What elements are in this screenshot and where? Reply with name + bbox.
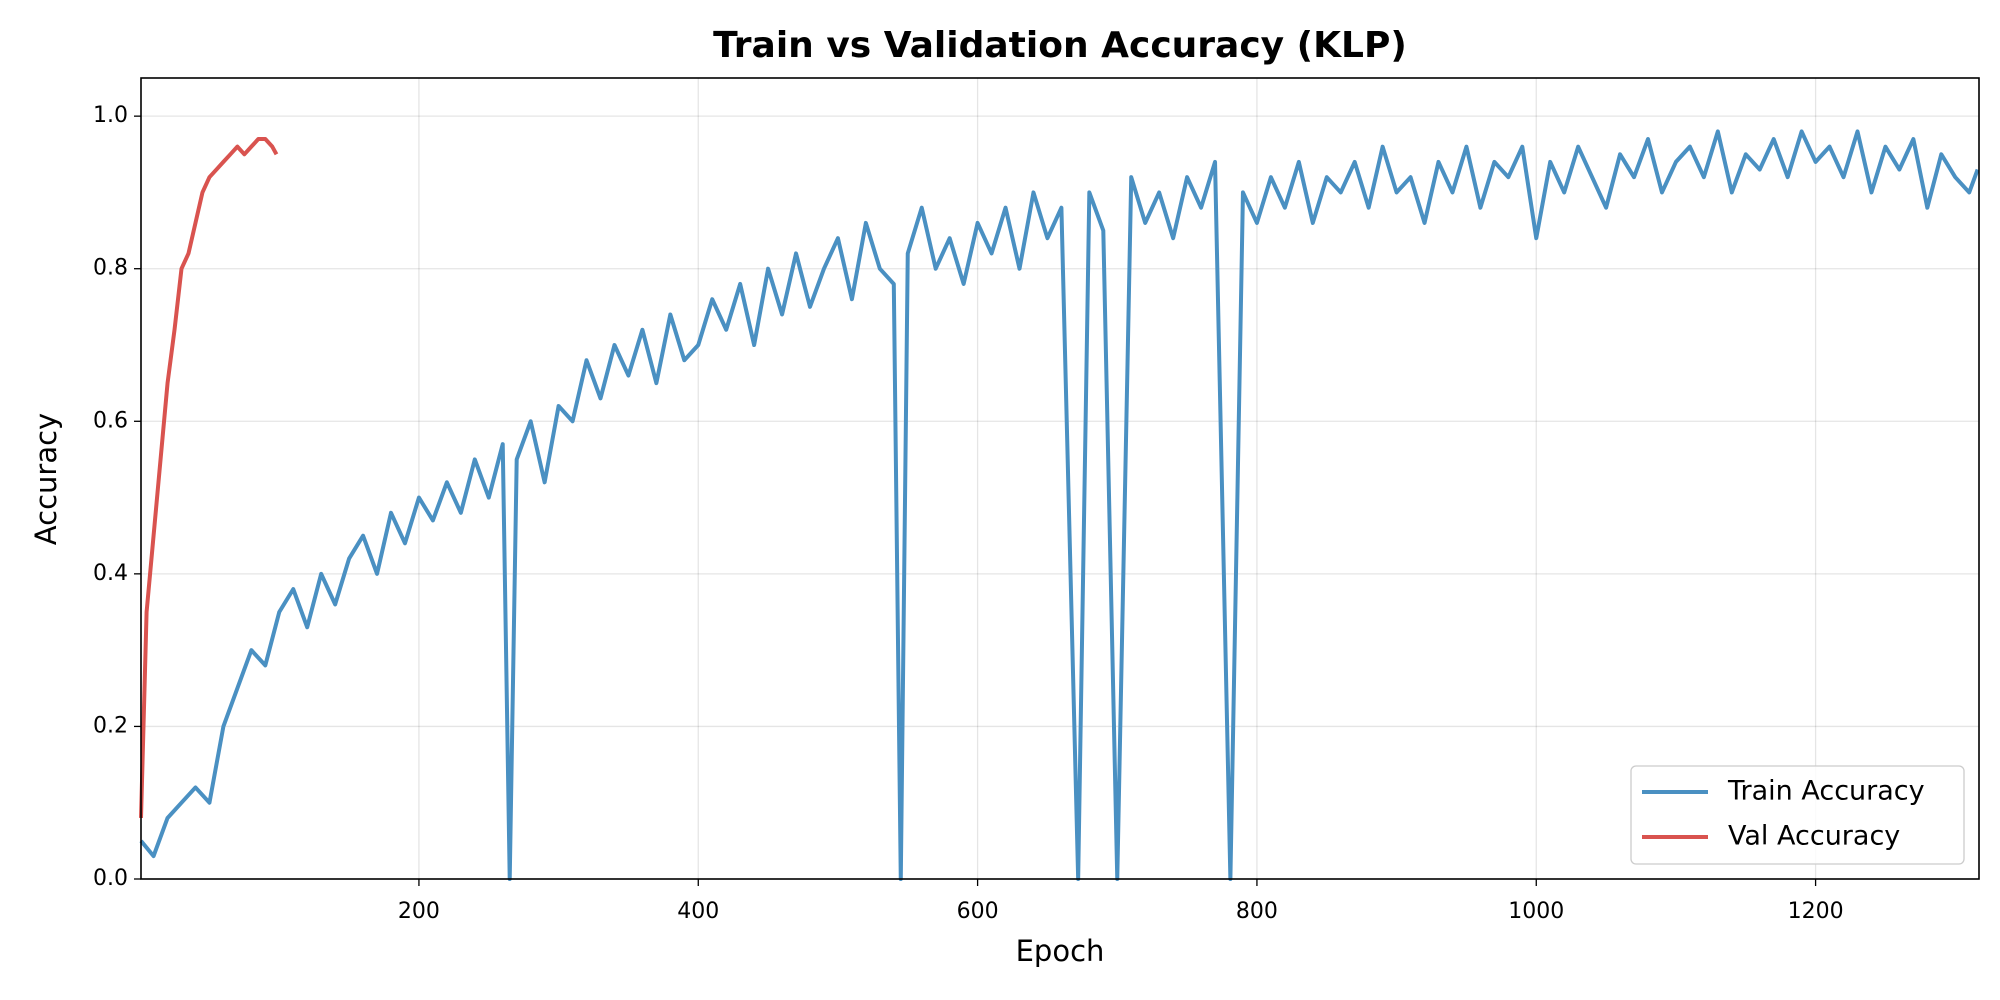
y-tick-label: 0.2 bbox=[93, 713, 128, 738]
data-line bbox=[139, 137, 279, 819]
legend-label: Train Accuracy bbox=[1727, 776, 1925, 807]
x-tick-label: 600 bbox=[957, 899, 999, 924]
legend: Train Accuracy Val Accuracy bbox=[1630, 765, 1965, 865]
legend-label: Val Accuracy bbox=[1728, 821, 1900, 852]
x-tick-label: 200 bbox=[398, 899, 440, 924]
x-tick-label: 1200 bbox=[1788, 899, 1844, 924]
y-axis-label: Accuracy bbox=[29, 413, 63, 545]
axes: 200 400 600 800 1000 1200 0.0 0.2 0.4 0.6 0.8 1.0 bbox=[93, 103, 1844, 924]
y-tick-label: 0.0 bbox=[93, 866, 128, 891]
y-tick-label: 0.4 bbox=[93, 561, 128, 586]
y-tick-label: 0.6 bbox=[93, 408, 128, 433]
plot-lines bbox=[139, 129, 1980, 881]
y-tick-label: 0.8 bbox=[93, 256, 128, 281]
x-tick-label: 1000 bbox=[1508, 899, 1564, 924]
data-line bbox=[139, 129, 1980, 881]
y-tick-label: 1.0 bbox=[93, 103, 128, 128]
x-tick-label: 400 bbox=[677, 899, 719, 924]
legend-box bbox=[1630, 765, 1965, 865]
chart-title: Train vs Validation Accuracy (KLP) bbox=[713, 25, 1407, 66]
plot-frame bbox=[140, 77, 1980, 880]
x-axis-label: Epoch bbox=[1016, 934, 1105, 968]
x-tick-label: 800 bbox=[1236, 899, 1278, 924]
